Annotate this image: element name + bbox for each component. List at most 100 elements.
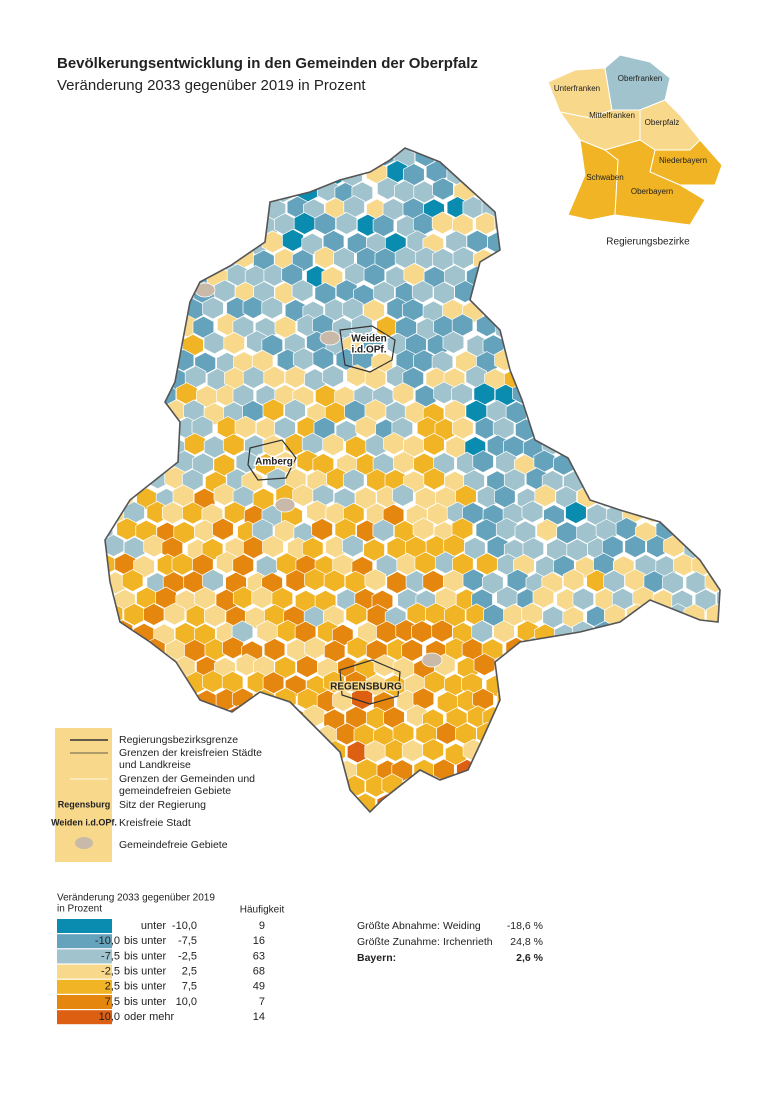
municipality [643,434,666,458]
municipality [263,365,285,389]
municipality [222,433,245,457]
legend-unit: in Prozent [57,904,102,915]
municipality [105,401,124,424]
city-border [339,325,396,373]
municipality [662,571,684,595]
municipality [603,433,625,457]
legend-count: 68 [253,966,265,978]
legend-count: 49 [253,981,265,993]
municipality [377,177,399,200]
municipality [555,756,577,779]
legend-swatch [57,1010,112,1025]
inset-label: Oberpfalz [645,118,680,127]
municipality [726,368,747,390]
municipality [677,825,698,847]
stat-label: Größte Zunahme: [357,936,440,948]
municipality [563,333,585,357]
municipality [105,314,118,337]
municipality [652,452,675,476]
municipality [437,792,459,812]
municipality [486,148,508,153]
municipality [663,299,685,322]
municipality [82,297,103,319]
municipality [292,759,315,783]
municipality [263,638,286,661]
municipality [623,738,645,762]
municipality [655,315,678,338]
municipality [105,470,108,493]
municipality [711,451,720,474]
municipality [506,568,529,592]
municipality [105,246,116,270]
municipality [494,758,517,782]
municipality [335,212,358,235]
stat-value: 24,8 % [510,936,543,948]
municipality [737,621,758,643]
municipality [737,688,758,710]
municipality [673,757,695,780]
municipality [684,776,707,800]
municipality [213,483,236,506]
municipality [123,639,146,663]
municipality [515,350,538,373]
municipality [322,148,344,151]
municipality [165,265,188,288]
municipality [706,538,720,562]
municipality [725,807,746,829]
municipality [323,569,346,593]
municipality [613,655,636,679]
municipality [273,148,296,171]
city-label: Amberg [255,457,293,468]
municipality [613,416,636,439]
municipality [594,793,616,812]
municipality [682,636,704,660]
municipality [633,657,655,681]
legend-connector: bis unter [124,935,167,947]
municipality [634,487,657,511]
municipality [493,249,516,273]
municipality [412,517,435,541]
municipality [563,263,586,287]
municipality [715,382,720,406]
municipality [542,709,564,732]
municipality [463,148,486,153]
municipality [663,640,686,664]
municipality [725,673,746,695]
municipality [83,675,104,697]
municipality [251,586,273,610]
municipality [611,691,634,715]
municipality [284,160,307,184]
municipality [302,148,324,153]
inset-label: Unterfranken [554,84,600,93]
municipality [105,468,128,491]
municipality [282,228,304,252]
municipality [515,148,538,167]
municipality [537,279,559,303]
municipality [105,534,125,557]
municipality [651,789,674,812]
municipality [605,266,628,290]
municipality [504,810,526,812]
municipality [714,552,720,576]
municipality [616,279,638,302]
legend-swatch [57,919,112,933]
stat-value: -18,6 % [507,920,543,932]
municipality [263,707,285,730]
municipality [714,791,720,812]
legend-connector: oder mehr [124,1011,174,1023]
municipality [583,470,606,494]
municipality [554,281,576,305]
municipality [162,148,184,154]
municipality [593,385,615,409]
municipality [244,197,267,221]
stat-place: Irchenrieth [443,936,493,948]
municipality [652,657,675,680]
municipality [136,281,158,305]
municipality [105,672,123,695]
unincorporated-area [274,497,296,513]
municipality [333,148,356,167]
municipality [605,466,627,490]
municipality [485,810,508,812]
municipality [546,672,569,696]
municipality [691,245,714,269]
